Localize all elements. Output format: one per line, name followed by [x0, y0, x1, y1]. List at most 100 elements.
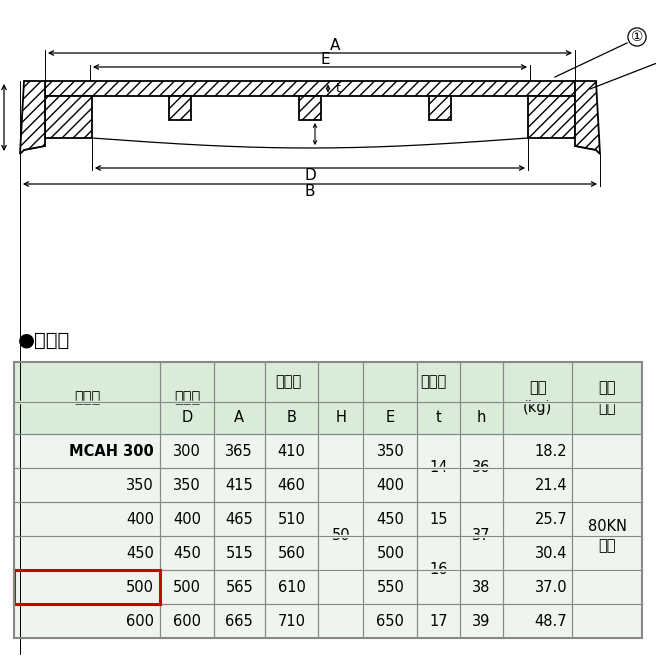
Bar	[460, 502, 502, 536]
Bar	[502, 402, 572, 434]
Text: 450: 450	[173, 546, 201, 560]
Text: 400: 400	[126, 512, 154, 527]
Bar	[417, 604, 460, 638]
Polygon shape	[20, 81, 45, 154]
Polygon shape	[528, 96, 575, 138]
Bar	[264, 362, 318, 402]
Text: 350: 350	[173, 478, 201, 493]
Bar	[572, 536, 642, 570]
Text: A: A	[234, 411, 244, 426]
Bar	[502, 362, 572, 402]
Text: 365: 365	[226, 443, 253, 459]
Bar	[14, 468, 160, 502]
Text: 18.2: 18.2	[535, 443, 567, 459]
Bar	[363, 570, 417, 604]
Bar	[318, 468, 363, 502]
Text: ふ　た: ふ た	[420, 375, 446, 390]
Bar	[214, 362, 264, 402]
Bar	[14, 362, 160, 402]
Text: A: A	[330, 39, 340, 54]
Text: 515: 515	[226, 546, 253, 560]
Polygon shape	[45, 81, 575, 96]
Bar	[14, 536, 160, 570]
Text: 37.0: 37.0	[535, 579, 567, 594]
Text: h: h	[477, 411, 486, 426]
Text: 450: 450	[377, 512, 404, 527]
Text: 重量
(kg): 重量 (kg)	[523, 380, 552, 415]
Bar	[460, 362, 502, 402]
Bar	[572, 604, 642, 638]
Text: 400: 400	[377, 478, 404, 493]
Text: 600: 600	[126, 613, 154, 628]
Polygon shape	[299, 96, 321, 120]
Bar	[460, 604, 502, 638]
Text: 460: 460	[277, 478, 306, 493]
Bar	[214, 536, 264, 570]
Bar	[14, 604, 160, 638]
Text: 350: 350	[377, 443, 404, 459]
Bar	[572, 362, 642, 402]
Bar	[502, 502, 572, 536]
Text: D: D	[181, 411, 193, 426]
Bar	[264, 402, 318, 434]
Bar	[214, 604, 264, 638]
Bar	[460, 434, 502, 468]
Text: MCAH 300: MCAH 300	[70, 443, 154, 459]
Text: 36: 36	[472, 461, 491, 476]
Bar	[572, 402, 642, 434]
Bar	[318, 434, 363, 468]
Text: 破壊
荷重: 破壊 荷重	[598, 380, 616, 415]
Bar	[417, 570, 460, 604]
Bar	[363, 604, 417, 638]
Bar	[214, 502, 264, 536]
Bar	[318, 604, 363, 638]
Polygon shape	[169, 96, 191, 120]
Bar	[572, 468, 642, 502]
Text: 600: 600	[173, 613, 201, 628]
Text: 510: 510	[277, 512, 306, 527]
Bar	[502, 536, 572, 570]
Polygon shape	[45, 96, 92, 138]
Bar	[14, 362, 642, 638]
Bar	[502, 604, 572, 638]
Text: 48.7: 48.7	[535, 613, 567, 628]
Bar	[417, 402, 460, 434]
Polygon shape	[575, 81, 600, 154]
Bar	[502, 570, 572, 604]
Text: 565: 565	[226, 579, 253, 594]
Text: B: B	[287, 411, 297, 426]
Bar	[214, 434, 264, 468]
Text: 350: 350	[127, 478, 154, 493]
Bar	[160, 570, 214, 604]
Bar	[160, 434, 214, 468]
Bar	[460, 468, 502, 502]
Text: 80KN
以上: 80KN 以上	[588, 519, 626, 554]
Bar	[318, 570, 363, 604]
Bar	[460, 536, 502, 570]
Bar	[160, 362, 214, 402]
Bar	[160, 468, 214, 502]
Polygon shape	[429, 96, 451, 120]
Bar	[160, 536, 214, 570]
Bar	[572, 434, 642, 468]
Bar	[14, 402, 160, 434]
Bar	[363, 536, 417, 570]
Text: 450: 450	[126, 546, 154, 560]
Bar	[318, 536, 363, 570]
Text: t: t	[436, 411, 441, 426]
Text: 465: 465	[226, 512, 253, 527]
Text: 受　枠: 受 枠	[276, 375, 302, 390]
Text: 50: 50	[331, 529, 350, 544]
Text: E: E	[320, 52, 330, 68]
Bar	[14, 434, 160, 468]
Bar	[572, 570, 642, 604]
Text: E: E	[386, 411, 395, 426]
Text: H: H	[335, 411, 346, 426]
Text: 500: 500	[126, 579, 154, 594]
Text: 300: 300	[173, 443, 201, 459]
Bar	[502, 468, 572, 502]
Bar	[363, 502, 417, 536]
Text: 17: 17	[429, 613, 448, 628]
Bar	[160, 604, 214, 638]
Text: 15: 15	[430, 512, 448, 527]
